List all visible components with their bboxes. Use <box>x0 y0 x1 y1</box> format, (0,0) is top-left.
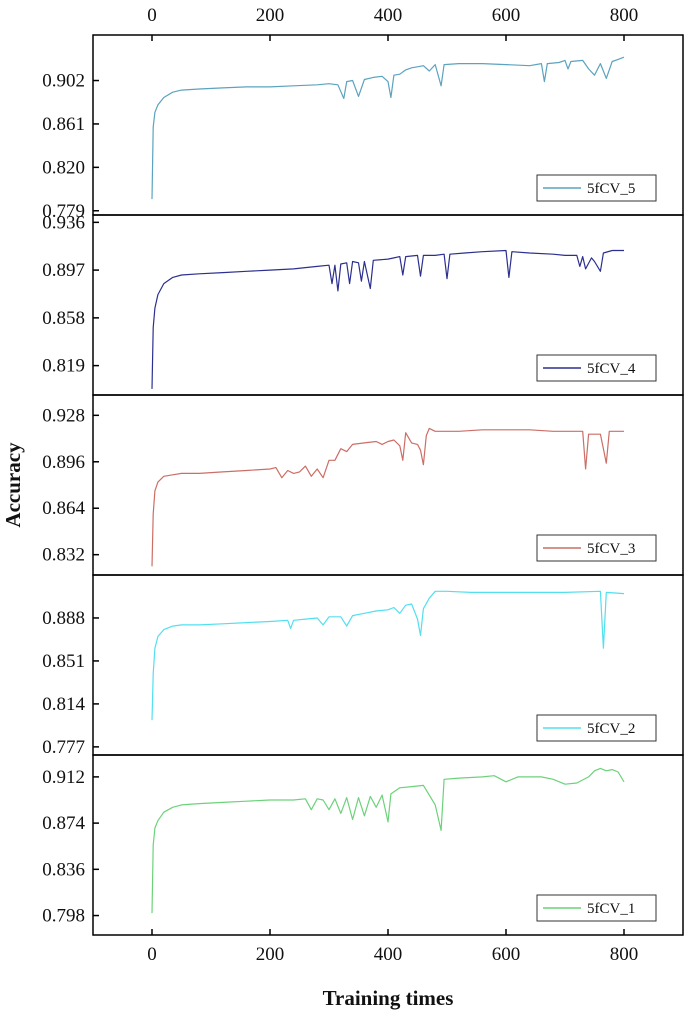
x-tick-label-top: 400 <box>374 5 403 26</box>
x-tick-label-top: 600 <box>492 5 521 26</box>
y-tick-label: 0.897 <box>42 260 85 281</box>
series-line <box>151 767 625 914</box>
legend-label: 5fCV_3 <box>587 541 635 557</box>
y-tick-label: 0.896 <box>42 452 85 473</box>
x-tick-label-bottom: 0 <box>147 944 157 965</box>
y-tick-label: 0.820 <box>42 157 85 178</box>
y-tick-label: 0.832 <box>42 545 85 566</box>
series-line <box>151 56 625 200</box>
y-tick-label: 0.814 <box>42 694 85 715</box>
y-tick-label: 0.858 <box>42 308 85 329</box>
y-tick-label: 0.912 <box>42 767 85 788</box>
y-tick-label: 0.888 <box>42 608 85 629</box>
legend-label: 5fCV_4 <box>587 361 636 377</box>
panel-5fcv-4: 0.819 0.858 0.897 0.936 5fCV_4 <box>42 212 684 396</box>
y-tick-label: 0.836 <box>42 859 85 880</box>
y-tick-label: 0.928 <box>42 405 85 426</box>
series-line <box>151 249 624 389</box>
y-tick-label: 0.779 <box>42 201 85 222</box>
y-tick-label: 0.902 <box>42 71 85 92</box>
y-tick-label: 0.819 <box>42 356 85 377</box>
legend-label: 5fCV_5 <box>587 181 635 197</box>
panel-5fcv-2: 0.777 0.814 0.851 0.888 5fCV_2 <box>42 574 684 758</box>
x-tick-label-bottom: 200 <box>256 944 285 965</box>
x-tick-label-bottom: 800 <box>610 944 639 965</box>
panel-5fcv-3: 0.832 0.864 0.896 0.928 5fCV_3 <box>42 394 684 576</box>
panel-5fcv-1: 0.798 0.836 0.874 0.912 5fCV_1 <box>42 754 684 936</box>
x-tick-label-bottom: 400 <box>374 944 403 965</box>
panel-5fcv-5: 0.779 0.820 0.861 0.902 5fCV_5 <box>42 34 684 222</box>
y-tick-label: 0.936 <box>42 212 85 233</box>
legend-label: 5fCV_2 <box>587 721 635 737</box>
x-axis-title: Training times <box>323 986 454 1010</box>
x-tick-label-top: 200 <box>256 5 285 26</box>
y-tick-label: 0.861 <box>42 114 85 135</box>
x-tick-label-top: 800 <box>610 5 639 26</box>
y-tick-label: 0.874 <box>42 813 85 834</box>
legend-label: 5fCV_1 <box>587 901 635 917</box>
y-tick-label: 0.864 <box>42 498 85 519</box>
y-tick-label: 0.777 <box>42 737 85 758</box>
series-line <box>151 590 625 721</box>
x-tick-label-bottom: 600 <box>492 944 521 965</box>
y-tick-label: 0.798 <box>42 906 85 927</box>
y-axis-title: Accuracy <box>1 442 25 528</box>
y-tick-label: 0.851 <box>42 651 85 672</box>
series-line <box>151 427 624 567</box>
x-tick-label-top: 0 <box>147 5 157 26</box>
